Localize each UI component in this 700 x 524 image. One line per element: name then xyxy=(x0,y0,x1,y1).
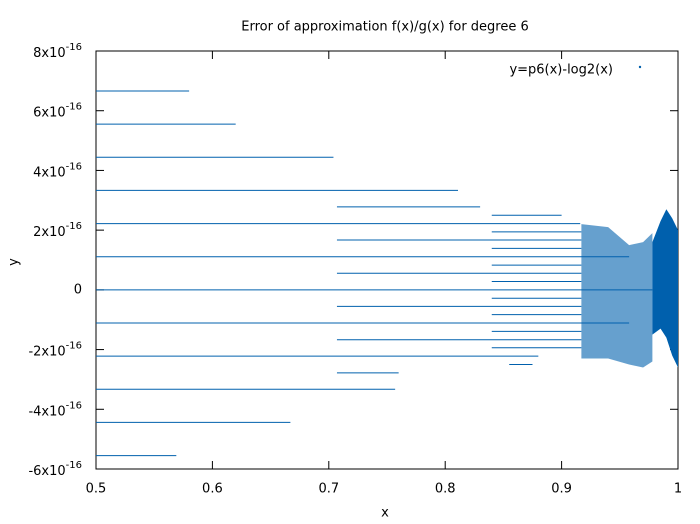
y-tick-label: 4x10-16 xyxy=(33,161,82,180)
y-tick-label-exponent: -16 xyxy=(66,400,82,411)
error-band xyxy=(652,209,678,368)
legend-label: y=p6(x)-log2(x) xyxy=(509,63,613,78)
y-tick-label-base: -4x10 xyxy=(28,404,65,419)
y-tick-label-exponent: -16 xyxy=(66,460,82,471)
y-tick-label-exponent: -16 xyxy=(66,221,82,232)
y-tick-label-base: -6x10 xyxy=(28,464,65,479)
y-tick-label-base: 8x10 xyxy=(33,46,66,61)
y-tick-label-exponent: -16 xyxy=(66,42,82,53)
y-tick-label: 8x10-16 xyxy=(33,42,82,61)
y-tick-label: -6x10-16 xyxy=(28,460,82,479)
y-tick-label-exponent: -16 xyxy=(66,102,82,113)
y-tick-label: 0 xyxy=(74,282,82,297)
x-tick-label: 0.9 xyxy=(551,482,572,497)
y-tick-label-base: 2x10 xyxy=(33,225,66,240)
y-tick-label: -4x10-16 xyxy=(28,400,82,419)
y-tick-label: 2x10-16 xyxy=(33,221,82,240)
y-axis-label: y xyxy=(7,258,22,266)
x-tick-label: 0.6 xyxy=(202,482,223,497)
x-tick-label: 0.7 xyxy=(318,482,339,497)
y-tick-label-base: -2x10 xyxy=(28,344,65,359)
y-tick-label: -2x10-16 xyxy=(28,341,82,360)
legend-marker xyxy=(638,65,642,69)
x-tick-label: 0.8 xyxy=(435,482,456,497)
y-tick-label-base: 4x10 xyxy=(33,165,66,180)
x-axis-label: x xyxy=(381,506,389,521)
y-tick-label: 6x10-16 xyxy=(33,102,82,121)
x-tick-label: 1 xyxy=(674,482,682,497)
y-tick-label-base: 6x10 xyxy=(33,105,66,120)
error-band xyxy=(581,224,653,368)
y-tick-label-exponent: -16 xyxy=(66,161,82,172)
x-tick-label: 0.5 xyxy=(86,482,107,497)
y-tick-label-exponent: -16 xyxy=(66,341,82,352)
chart-title: Error of approximation f(x)/g(x) for deg… xyxy=(241,20,529,35)
